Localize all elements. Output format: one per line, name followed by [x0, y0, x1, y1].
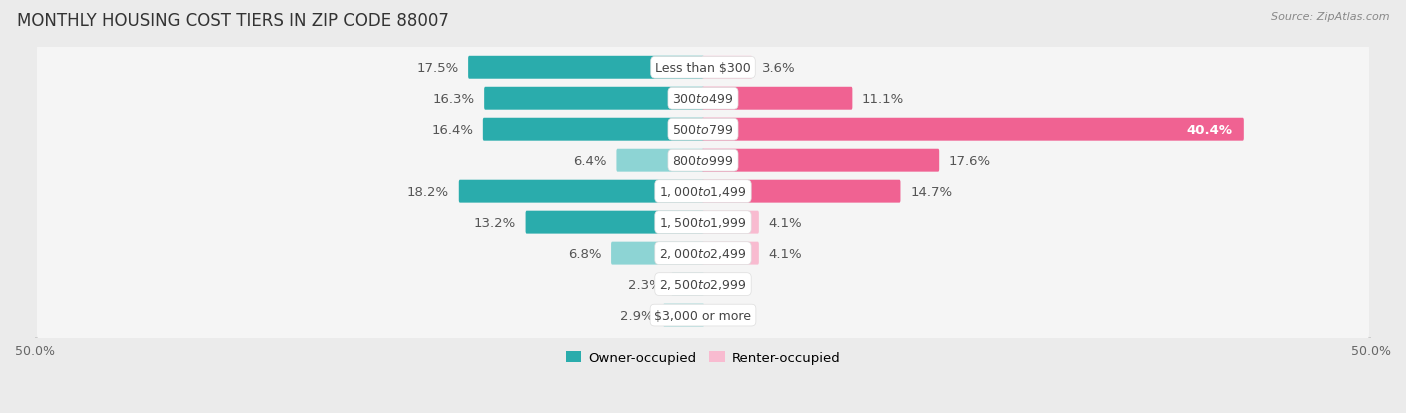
FancyBboxPatch shape [702, 57, 752, 80]
FancyBboxPatch shape [482, 119, 704, 141]
Text: 3.6%: 3.6% [762, 62, 796, 75]
FancyBboxPatch shape [37, 138, 1369, 184]
FancyBboxPatch shape [702, 119, 1244, 141]
Text: 13.2%: 13.2% [474, 216, 516, 229]
Text: $800 to $999: $800 to $999 [672, 154, 734, 167]
FancyBboxPatch shape [468, 57, 704, 80]
Text: 4.1%: 4.1% [769, 247, 801, 260]
Text: $1,000 to $1,499: $1,000 to $1,499 [659, 185, 747, 199]
Text: 17.5%: 17.5% [416, 62, 458, 75]
Text: MONTHLY HOUSING COST TIERS IN ZIP CODE 88007: MONTHLY HOUSING COST TIERS IN ZIP CODE 8… [17, 12, 449, 30]
Text: 16.3%: 16.3% [433, 93, 475, 105]
FancyBboxPatch shape [37, 292, 1369, 339]
Text: 2.3%: 2.3% [628, 278, 662, 291]
FancyBboxPatch shape [37, 168, 1369, 215]
Text: $2,500 to $2,999: $2,500 to $2,999 [659, 278, 747, 292]
FancyBboxPatch shape [37, 230, 1369, 277]
FancyBboxPatch shape [612, 242, 704, 265]
Text: 16.4%: 16.4% [432, 123, 474, 136]
Text: 17.6%: 17.6% [949, 154, 991, 167]
FancyBboxPatch shape [458, 180, 704, 203]
Text: $3,000 or more: $3,000 or more [655, 309, 751, 322]
FancyBboxPatch shape [526, 211, 704, 234]
FancyBboxPatch shape [671, 273, 704, 296]
FancyBboxPatch shape [702, 211, 759, 234]
FancyBboxPatch shape [702, 180, 900, 203]
FancyBboxPatch shape [484, 88, 704, 110]
Text: 6.8%: 6.8% [568, 247, 602, 260]
Text: 14.7%: 14.7% [910, 185, 952, 198]
FancyBboxPatch shape [37, 45, 1369, 92]
Text: 4.1%: 4.1% [769, 216, 801, 229]
Text: $500 to $799: $500 to $799 [672, 123, 734, 136]
Text: 0.0%: 0.0% [714, 309, 747, 322]
Text: Less than $300: Less than $300 [655, 62, 751, 75]
FancyBboxPatch shape [664, 304, 704, 327]
FancyBboxPatch shape [37, 107, 1369, 153]
FancyBboxPatch shape [37, 76, 1369, 122]
Text: 2.9%: 2.9% [620, 309, 654, 322]
FancyBboxPatch shape [37, 199, 1369, 246]
FancyBboxPatch shape [702, 150, 939, 172]
FancyBboxPatch shape [37, 261, 1369, 308]
Text: $2,000 to $2,499: $2,000 to $2,499 [659, 247, 747, 261]
FancyBboxPatch shape [702, 88, 852, 110]
Text: 11.1%: 11.1% [862, 93, 904, 105]
Text: 40.4%: 40.4% [1187, 123, 1232, 136]
Text: Source: ZipAtlas.com: Source: ZipAtlas.com [1271, 12, 1389, 22]
FancyBboxPatch shape [702, 242, 759, 265]
Text: 0.0%: 0.0% [714, 278, 747, 291]
FancyBboxPatch shape [616, 150, 704, 172]
Legend: Owner-occupied, Renter-occupied: Owner-occupied, Renter-occupied [560, 346, 846, 370]
Text: $1,500 to $1,999: $1,500 to $1,999 [659, 216, 747, 230]
Text: 18.2%: 18.2% [406, 185, 449, 198]
Text: $300 to $499: $300 to $499 [672, 93, 734, 105]
Text: 6.4%: 6.4% [574, 154, 607, 167]
